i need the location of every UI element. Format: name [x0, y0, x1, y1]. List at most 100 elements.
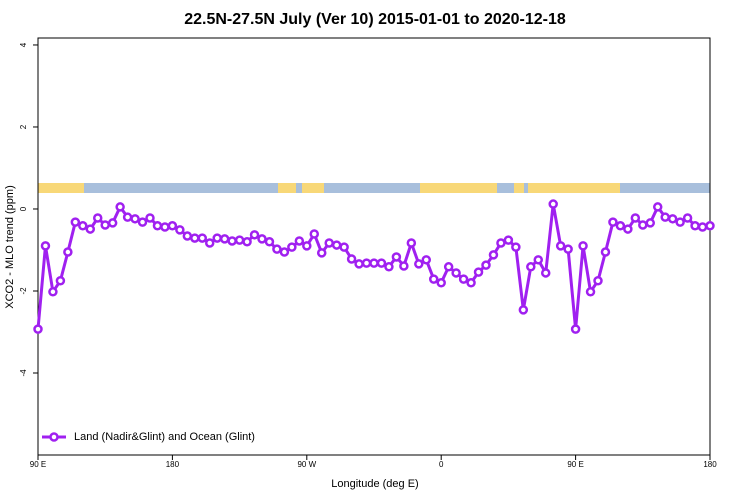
data-point [675, 217, 685, 227]
data-point [526, 262, 536, 272]
data-point [339, 242, 349, 252]
x-tick-label: 90 E [30, 460, 46, 469]
data-point [578, 241, 588, 251]
data-point [421, 255, 432, 265]
data-point [302, 241, 312, 251]
x-tick-label: 180 [166, 460, 180, 469]
chart-title: 22.5N-27.5N July (Ver 10) 2015-01-01 to … [184, 11, 566, 28]
data-point [324, 238, 334, 248]
data-point [399, 261, 409, 271]
data-point [122, 212, 133, 222]
data-point [511, 242, 521, 252]
data-point [555, 241, 566, 251]
data-point [630, 213, 641, 223]
legend-marker [49, 432, 59, 442]
data-point [287, 242, 297, 252]
data-point [294, 236, 305, 246]
data-point [160, 222, 170, 232]
data-point [78, 221, 88, 231]
data-point [354, 259, 364, 269]
data-point [384, 262, 394, 272]
data-point [391, 252, 402, 262]
x-tick-label: 90 W [297, 460, 316, 469]
data-point [33, 324, 43, 334]
x-axis-label: Longitude (deg E) [331, 478, 418, 490]
x-tick-label: 180 [703, 460, 717, 469]
data-point [242, 237, 252, 247]
data-point [212, 233, 222, 243]
data-point [518, 305, 529, 315]
data-point [376, 258, 387, 268]
data-point [100, 220, 110, 230]
data-point [548, 199, 558, 209]
data-point [406, 238, 417, 248]
data-point [533, 255, 544, 265]
data-point [369, 258, 379, 268]
y-tick-label: -4 [19, 369, 28, 377]
data-point [107, 218, 118, 228]
data-point [190, 233, 200, 243]
data-point [682, 213, 693, 223]
y-tick-label: -2 [19, 287, 28, 295]
data-point [145, 213, 155, 223]
data-point [197, 233, 208, 243]
data-point [488, 250, 499, 260]
data-point [428, 274, 439, 284]
data-point [63, 247, 73, 257]
y-axis-label: XCO2 - MLO trend (ppm) [4, 185, 16, 308]
y-tick-label: 4 [19, 42, 28, 47]
data-point [331, 240, 342, 250]
data-point [85, 224, 96, 234]
data-point [346, 254, 357, 264]
data-point [667, 214, 678, 224]
data-point [593, 275, 603, 286]
data-point [257, 234, 267, 244]
land-ocean-strip [38, 183, 710, 193]
data-point [660, 212, 670, 222]
x-tick-label: 0 [439, 460, 444, 469]
data-point [272, 244, 282, 254]
data-point [414, 259, 424, 269]
data-point [481, 260, 491, 270]
data-point [167, 221, 178, 231]
data-point [690, 221, 700, 231]
data-point [219, 234, 230, 244]
data-point [182, 231, 193, 241]
plot-frame [37, 37, 711, 456]
data-point [638, 220, 648, 230]
data-point [309, 229, 320, 239]
data-point [503, 235, 514, 245]
data-point [645, 218, 656, 228]
data-point [608, 217, 618, 227]
data-point [115, 202, 125, 212]
data-point [451, 268, 461, 278]
data-point [466, 278, 476, 288]
data-point [227, 236, 237, 246]
data-point [264, 237, 275, 247]
data-point [652, 202, 663, 212]
data-point [152, 221, 163, 231]
data-point [600, 247, 611, 257]
data-point [40, 241, 51, 251]
data-point [175, 225, 185, 235]
legend-label: Land (Nadir&Glint) and Ocean (Glint) [74, 431, 255, 443]
data-point [204, 238, 215, 248]
data-point [615, 221, 626, 231]
data-point [443, 262, 454, 272]
data-point [623, 224, 633, 234]
data-point [55, 275, 66, 286]
data-point [540, 268, 551, 278]
data-point [137, 217, 148, 227]
y-tick-label: 0 [19, 206, 28, 211]
data-point [92, 213, 103, 223]
y-tick-label: 2 [19, 124, 28, 129]
data-point [316, 248, 327, 258]
data-point [697, 222, 708, 232]
data-point [361, 258, 372, 268]
data-point [234, 235, 245, 245]
data-point [279, 247, 290, 257]
data-point [48, 287, 58, 297]
data-point [458, 274, 469, 284]
data-point [705, 221, 715, 231]
